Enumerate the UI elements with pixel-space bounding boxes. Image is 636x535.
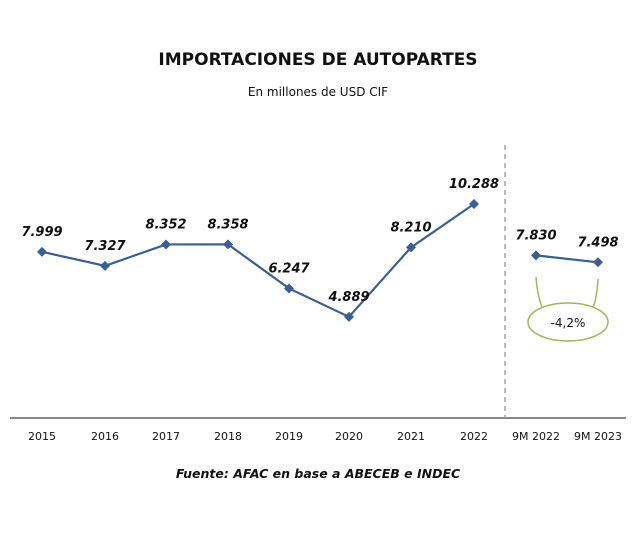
x-tick-label: 9M 2022 — [512, 430, 560, 443]
data-point — [406, 242, 416, 253]
x-tick-label: 2018 — [214, 430, 242, 443]
x-tick-label: 2015 — [28, 430, 56, 443]
x-tick-label: 2020 — [335, 430, 363, 443]
x-tick-label: 9M 2023 — [574, 430, 622, 443]
data-point — [469, 198, 479, 209]
data-point — [531, 250, 541, 261]
data-label: 10.288 — [449, 177, 499, 192]
data-label: 6.247 — [268, 261, 310, 276]
annotation-label: -4,2% — [551, 316, 586, 330]
data-label: 7.999 — [21, 225, 62, 240]
data-point — [37, 246, 47, 257]
x-tick-label: 2016 — [91, 430, 119, 443]
data-point — [161, 239, 171, 250]
data-point — [593, 257, 603, 268]
data-label: 8.352 — [145, 217, 186, 232]
x-tick-label: 2019 — [275, 430, 303, 443]
annotation-ellipse — [527, 302, 609, 342]
chart-source: Fuente: AFAC en base a ABECEB e INDEC — [175, 466, 461, 481]
data-label: 7.498 — [577, 235, 618, 250]
data-point — [284, 283, 294, 294]
data-label: 7.327 — [84, 239, 126, 254]
data-label: 8.358 — [207, 217, 248, 232]
data-point — [223, 239, 233, 250]
x-tick-label: 2022 — [460, 430, 488, 443]
x-tick-label: 2021 — [397, 430, 425, 443]
data-label: 7.830 — [515, 228, 556, 243]
series-line-2 — [535, 254, 599, 264]
x-tick-label: 2017 — [152, 430, 180, 443]
chart-title: IMPORTACIONES DE AUTOPARTES — [158, 50, 478, 70]
chart-subtitle: En millones de USD CIF — [247, 85, 389, 99]
data-label: 4.889 — [327, 290, 369, 305]
data-point — [344, 311, 354, 322]
series-line-1 — [41, 203, 475, 319]
data-point — [100, 260, 110, 271]
data-label: 8.210 — [390, 220, 431, 235]
